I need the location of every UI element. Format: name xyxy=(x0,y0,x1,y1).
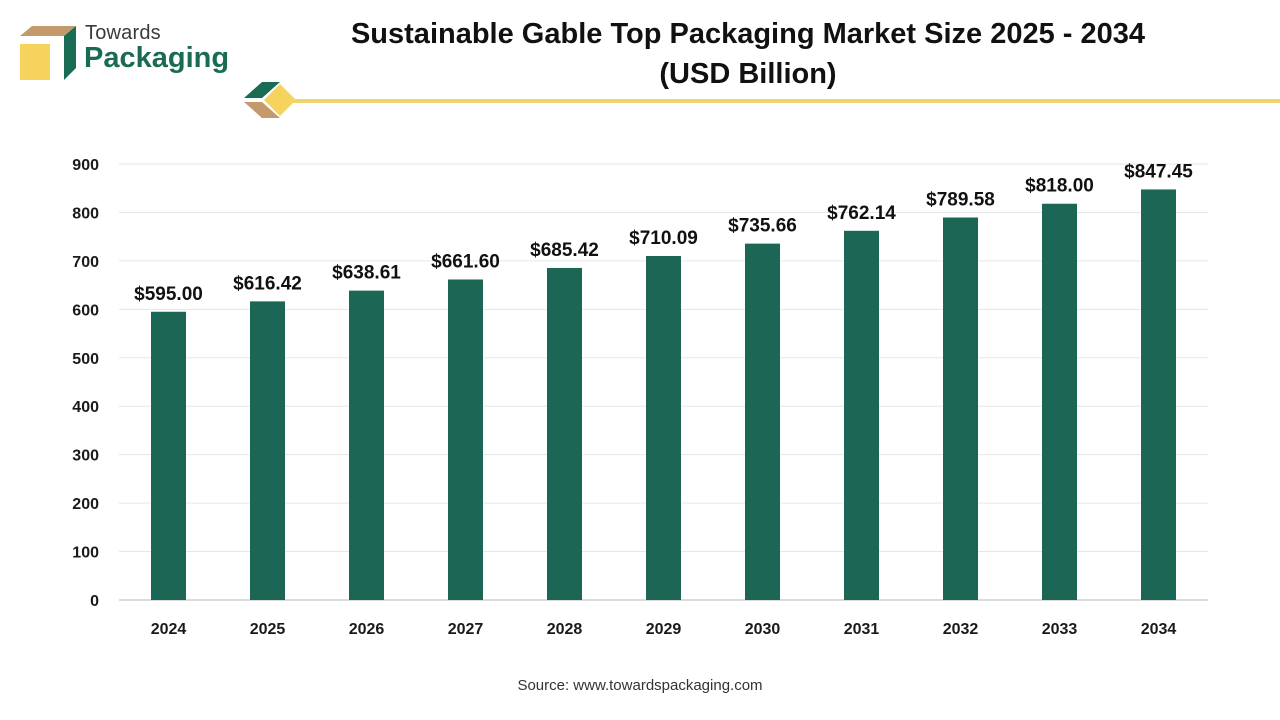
data-label-2024: $595.00 xyxy=(134,284,203,305)
brand-logo: Towards Packaging xyxy=(18,20,258,84)
bar-2031 xyxy=(844,230,879,600)
chart-title: Sustainable Gable Top Packaging Market S… xyxy=(350,18,1146,50)
data-label-2030: $735.66 xyxy=(728,216,797,237)
data-label-2027: $661.60 xyxy=(431,251,500,272)
bar-2032 xyxy=(943,217,978,600)
bar-2027 xyxy=(448,279,483,600)
x-tick-label: 2029 xyxy=(646,621,682,638)
data-label-2029: $710.09 xyxy=(629,228,698,249)
chart-area: 0 100 200 300 400 500 600 700 800 900 $595.00 $616… xyxy=(0,140,1280,665)
x-tick-label: 2031 xyxy=(844,621,880,638)
brand-name-line2: Packaging xyxy=(84,42,230,74)
x-tick-label: 2026 xyxy=(349,621,385,638)
y-tick-label: 0 xyxy=(90,593,99,610)
source-note: Source: www.towardspackaging.com xyxy=(517,677,763,694)
x-axis: 2024 2025 2026 2027 2028 2029 2030 2031 2032 2033… xyxy=(151,621,1177,638)
bar-2030 xyxy=(745,243,780,601)
x-tick-label: 2028 xyxy=(547,621,583,638)
bar-2025 xyxy=(250,301,285,600)
data-label-2028: $685.42 xyxy=(530,240,599,261)
divider-tan-shape xyxy=(244,102,280,118)
data-label-2031: $762.14 xyxy=(827,203,896,224)
x-tick-label: 2033 xyxy=(1042,621,1078,638)
divider-green-shape xyxy=(244,82,280,98)
bar-2024 xyxy=(151,311,186,600)
bar-2026 xyxy=(349,290,384,600)
accent-line xyxy=(288,99,1280,103)
x-tick-label: 2032 xyxy=(943,621,979,638)
y-tick-label: 900 xyxy=(72,157,99,174)
divider-diamond-icon xyxy=(264,84,296,116)
x-tick-label: 2030 xyxy=(745,621,781,638)
bar-2034 xyxy=(1141,189,1176,600)
bar-2028 xyxy=(547,267,582,600)
y-tick-label: 100 xyxy=(72,545,99,562)
x-tick-label: 2027 xyxy=(448,621,484,638)
data-label-2033: $818.00 xyxy=(1025,176,1094,197)
data-label-2032: $789.58 xyxy=(926,189,995,210)
brand-name-line1: Towards xyxy=(85,22,161,44)
bars xyxy=(151,189,1176,601)
bar-2029 xyxy=(646,256,681,600)
data-label-2025: $616.42 xyxy=(233,273,302,294)
chart-subtitle: (USD Billion) xyxy=(659,58,837,90)
x-tick-label: 2024 xyxy=(151,621,187,638)
x-tick-label: 2034 xyxy=(1141,621,1177,638)
bar-chart: 0 100 200 300 400 500 600 700 800 900 $595.00 $616… xyxy=(72,157,1208,638)
data-label-2034: $847.45 xyxy=(1124,161,1193,182)
y-tick-label: 600 xyxy=(72,302,99,319)
y-tick-label: 800 xyxy=(72,205,99,222)
x-tick-label: 2025 xyxy=(250,621,286,638)
data-label-2026: $638.61 xyxy=(332,263,401,284)
box-logo-icon xyxy=(20,26,76,80)
y-tick-label: 500 xyxy=(72,351,99,368)
y-tick-label: 200 xyxy=(72,496,99,513)
bar-2033 xyxy=(1042,203,1077,601)
header-divider xyxy=(244,82,1280,118)
data-labels: $595.00 $616.42 $638.61 $661.60 $685.42 $710.… xyxy=(134,161,1193,304)
y-tick-label: 700 xyxy=(72,254,99,271)
y-axis: 0 100 200 300 400 500 600 700 800 900 xyxy=(72,157,1208,610)
y-tick-label: 400 xyxy=(72,399,99,416)
y-tick-label: 300 xyxy=(72,448,99,465)
